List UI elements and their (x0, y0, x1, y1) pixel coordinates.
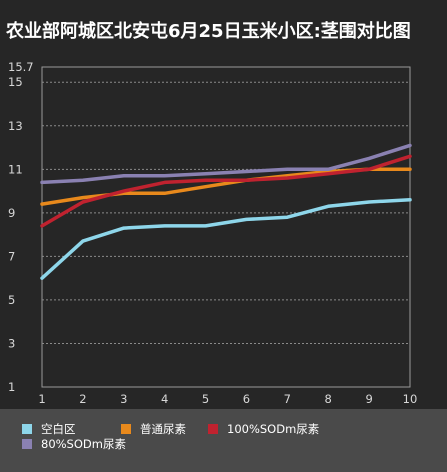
series-line-3 (40, 154, 412, 228)
chart-legend: 空白区 普通尿素 100%SODm尿素 80%SODm尿素 (0, 409, 447, 472)
legend-label: 空白区 (41, 422, 76, 436)
series-line-4 (40, 143, 412, 185)
legend-label: 100%SODm尿素 (227, 422, 320, 436)
legend-swatch (208, 424, 218, 434)
x-tick-label: 7 (284, 392, 291, 406)
legend-item: 普通尿素 (121, 421, 186, 437)
y-tick-label: 1 (8, 380, 15, 394)
legend-item: 80%SODm尿素 (22, 436, 126, 452)
legend-label: 普通尿素 (140, 422, 186, 436)
x-tick-label: 3 (120, 392, 127, 406)
x-tick-label: 2 (79, 392, 86, 406)
legend-swatch (22, 424, 32, 434)
legend-item: 100%SODm尿素 (208, 421, 319, 437)
y-tick-label: 9 (8, 206, 15, 220)
plot-area (41, 66, 411, 388)
series-line-1 (40, 198, 412, 280)
y-tick-label: 15.7 (8, 60, 34, 74)
legend-item: 空白区 (22, 421, 76, 437)
x-tick-label: 9 (365, 392, 372, 406)
legend-swatch (121, 424, 131, 434)
legend-label: 80%SODm尿素 (41, 437, 126, 451)
x-tick-label: 10 (403, 392, 418, 406)
chart-title: 农业部阿城区北安屯6月25日玉米小区:茎围对比图 (6, 21, 411, 42)
y-tick-label: 11 (8, 162, 23, 176)
x-tick-label: 4 (161, 392, 168, 406)
x-tick-label: 1 (38, 392, 45, 406)
y-tick-label: 3 (8, 336, 15, 350)
legend-swatch (22, 439, 32, 449)
y-tick-label: 15 (8, 75, 23, 89)
y-tick-label: 13 (8, 119, 23, 133)
x-tick-label: 5 (202, 392, 209, 406)
x-tick-label: 8 (325, 392, 332, 406)
y-tick-label: 7 (8, 249, 15, 263)
x-tick-label: 6 (243, 392, 250, 406)
y-tick-label: 5 (8, 293, 15, 307)
